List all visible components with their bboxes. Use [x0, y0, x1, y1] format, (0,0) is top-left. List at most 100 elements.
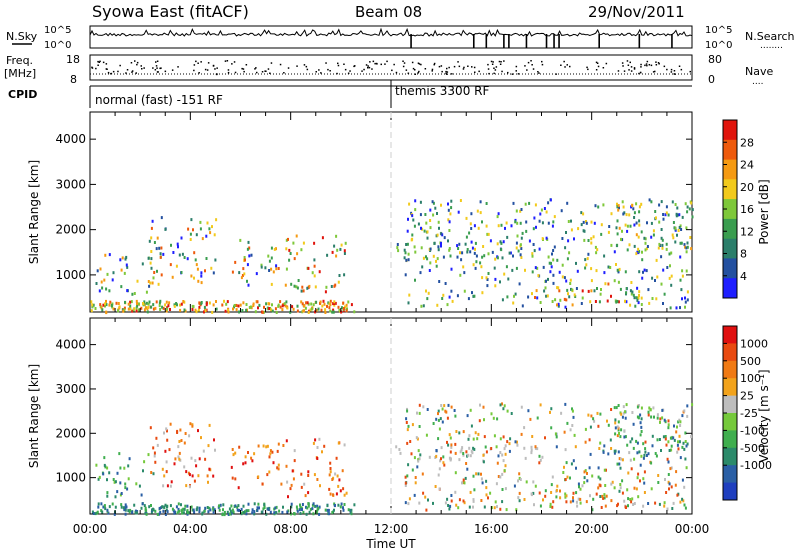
range-gate-cell [668, 487, 670, 491]
range-gate-cell [320, 308, 323, 312]
range-gate-cell [497, 475, 500, 478]
range-gate-cell [578, 485, 580, 489]
range-gate-cell [328, 473, 331, 477]
range-gate-cell [550, 491, 553, 494]
range-gate-cell [148, 300, 151, 304]
range-gate-cell [326, 253, 329, 257]
range-gate-cell [632, 207, 635, 211]
range-gate-cell [690, 435, 693, 439]
range-gate-cell [538, 461, 541, 465]
range-gate-cell [561, 275, 564, 279]
range-gate-cell [275, 264, 278, 268]
range-gate-cell [136, 279, 139, 283]
freq-dot [407, 72, 410, 74]
range-gate-cell [590, 237, 593, 241]
range-gate-cell [171, 275, 174, 279]
range-gate-cell [312, 512, 315, 516]
range-gate-cell [663, 418, 666, 422]
range-gate-cell [672, 221, 675, 224]
range-gate-cell [570, 462, 573, 466]
range-gate-cell [134, 509, 137, 513]
range-gate-cell [234, 504, 237, 508]
range-gate-cell [180, 503, 182, 507]
range-gate-cell [537, 274, 540, 278]
range-gate-cell [588, 438, 591, 442]
range-gate-cell [453, 409, 456, 412]
range-gate-cell [565, 279, 568, 283]
range-gate-cell [96, 269, 99, 273]
cpid-label: CPID [8, 88, 37, 101]
range-gate-cell [637, 235, 640, 239]
range-gate-cell [547, 201, 550, 205]
range-gate-cell [613, 279, 616, 283]
range-gate-cell [302, 289, 305, 293]
range-gate-cell [218, 504, 220, 508]
range-gate-cell [485, 486, 488, 490]
range-gate-cell [447, 218, 450, 222]
range-gate-cell [518, 476, 521, 480]
range-gate-cell [541, 455, 544, 459]
range-gate-cell [600, 288, 602, 291]
range-gate-cell [95, 282, 98, 285]
range-gate-cell [245, 308, 248, 312]
range-gate-cell [102, 505, 105, 509]
range-gate-cell [239, 238, 242, 242]
range-gate-cell [456, 294, 459, 298]
range-gate-cell [450, 267, 453, 271]
range-gate-cell [437, 418, 440, 422]
range-gate-cell [587, 239, 590, 242]
range-gate-cell [180, 509, 183, 513]
range-gate-cell [295, 285, 298, 289]
colorbar-swatch [723, 258, 737, 279]
range-gate-cell [207, 480, 209, 484]
range-gate-cell [136, 511, 138, 515]
range-gate-cell [275, 247, 277, 251]
range-gate-cell [531, 254, 534, 258]
range-gate-cell [448, 433, 451, 437]
range-gate-cell [677, 420, 680, 424]
range-gate-cell [421, 227, 424, 231]
range-gate-cell [536, 266, 539, 270]
range-gate-cell [456, 244, 459, 248]
range-gate-cell [543, 289, 546, 293]
range-gate-cell [615, 406, 618, 410]
range-gate-cell [450, 206, 453, 210]
range-gate-cell [182, 300, 185, 303]
range-gate-cell [111, 278, 114, 282]
range-gate-cell [464, 476, 467, 480]
range-gate-cell [296, 509, 299, 513]
range-gate-cell [178, 509, 180, 513]
range-gate-cell [620, 428, 623, 432]
range-gate-cell [100, 502, 103, 506]
range-gate-cell [571, 409, 574, 413]
range-gate-cell [437, 245, 440, 249]
range-gate-cell [112, 478, 115, 481]
freq-dot [503, 60, 505, 62]
range-gate-cell [673, 424, 675, 428]
range-gate-cell [176, 242, 179, 246]
range-gate-cell [148, 284, 151, 288]
range-gate-cell [494, 257, 497, 261]
range-gate-cell [631, 290, 634, 294]
range-gate-cell [137, 302, 140, 306]
nave-dots-label: .... [752, 77, 763, 87]
range-gate-cell [636, 441, 639, 445]
range-gate-cell [213, 508, 216, 512]
range-gate-cell [190, 456, 193, 460]
range-gate-cell [535, 289, 538, 293]
range-gate-cell [450, 199, 453, 203]
range-gate-cell [292, 241, 295, 245]
range-gate-cell [530, 451, 533, 455]
freq-dot [500, 61, 502, 63]
range-gate-cell [533, 249, 536, 253]
range-gate-cell [503, 469, 506, 473]
freq-dot [329, 70, 331, 72]
range-gate-cell [208, 227, 211, 231]
freq-dot [325, 62, 327, 64]
range-gate-cell [683, 503, 686, 507]
velocity-frame [89, 317, 693, 515]
range-gate-cell [505, 508, 508, 512]
range-gate-cell [305, 512, 308, 516]
range-gate-cell [669, 306, 672, 310]
range-gate-cell [614, 432, 617, 436]
